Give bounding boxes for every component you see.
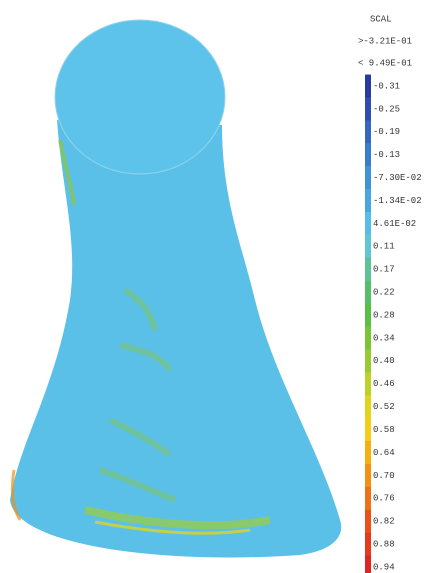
legend-label: -1.34E-02 [373, 196, 422, 206]
legend-swatch [365, 212, 371, 235]
legend-label: 0.64 [373, 448, 395, 458]
legend-swatch [365, 510, 371, 533]
legend-label: 0.58 [373, 425, 395, 435]
legend-label: 0.46 [373, 379, 395, 389]
legend-label: 0.11 [373, 242, 395, 252]
tower-body [10, 120, 341, 558]
legend-min: < 9.49E-01 [358, 58, 412, 68]
legend-label: -7.30E-02 [373, 173, 422, 183]
legend-swatch [365, 441, 371, 464]
legend-label: 0.52 [373, 402, 395, 412]
tower-top [55, 20, 225, 174]
legend-title: SCAL [370, 14, 392, 24]
legend-label: 0.70 [373, 471, 395, 481]
legend-swatch [365, 143, 371, 166]
legend-swatch [365, 120, 371, 143]
legend-label: 0.17 [373, 265, 395, 275]
legend-swatch [365, 487, 371, 510]
legend-label: -0.31 [373, 81, 400, 91]
legend-label: 0.34 [373, 333, 395, 343]
legend-swatch [365, 75, 371, 98]
legend-label: 0.76 [373, 494, 395, 504]
legend-label: 0.40 [373, 356, 395, 366]
legend-swatch [365, 533, 371, 556]
legend-label: 0.28 [373, 310, 395, 320]
legend-swatch [365, 97, 371, 120]
legend-swatch [365, 464, 371, 487]
legend-swatch [365, 258, 371, 281]
legend-swatch [365, 304, 371, 327]
legend-label: 0.94 [373, 562, 395, 572]
legend-swatch [365, 235, 371, 258]
legend-swatch [365, 395, 371, 418]
legend-swatch [365, 281, 371, 304]
tower [10, 20, 341, 558]
legend-label: 4.61E-02 [373, 219, 416, 229]
visualization: SCAL >-3.21E-01 < 9.49E-01 -0.31 -0.25 -0.… [0, 0, 431, 573]
legend: SCAL >-3.21E-01 < 9.49E-01 -0.31 -0.25 -0.… [358, 14, 422, 573]
legend-swatch [365, 418, 371, 441]
legend-label: -0.19 [373, 127, 400, 137]
page: SCAL >-3.21E-01 < 9.49E-01 -0.31 -0.25 -0.… [0, 0, 431, 573]
legend-label: 0.82 [373, 517, 395, 527]
legend-swatch [365, 166, 371, 189]
legend-label: -0.13 [373, 150, 400, 160]
legend-swatch [365, 556, 371, 573]
legend-label: 0.88 [373, 539, 395, 549]
legend-max: >-3.21E-01 [358, 36, 412, 46]
legend-swatch [365, 349, 371, 372]
legend-swatch [365, 327, 371, 350]
legend-label: -0.25 [373, 104, 400, 114]
legend-swatch [365, 189, 371, 212]
legend-swatch [365, 372, 371, 395]
legend-label: 0.22 [373, 288, 395, 298]
